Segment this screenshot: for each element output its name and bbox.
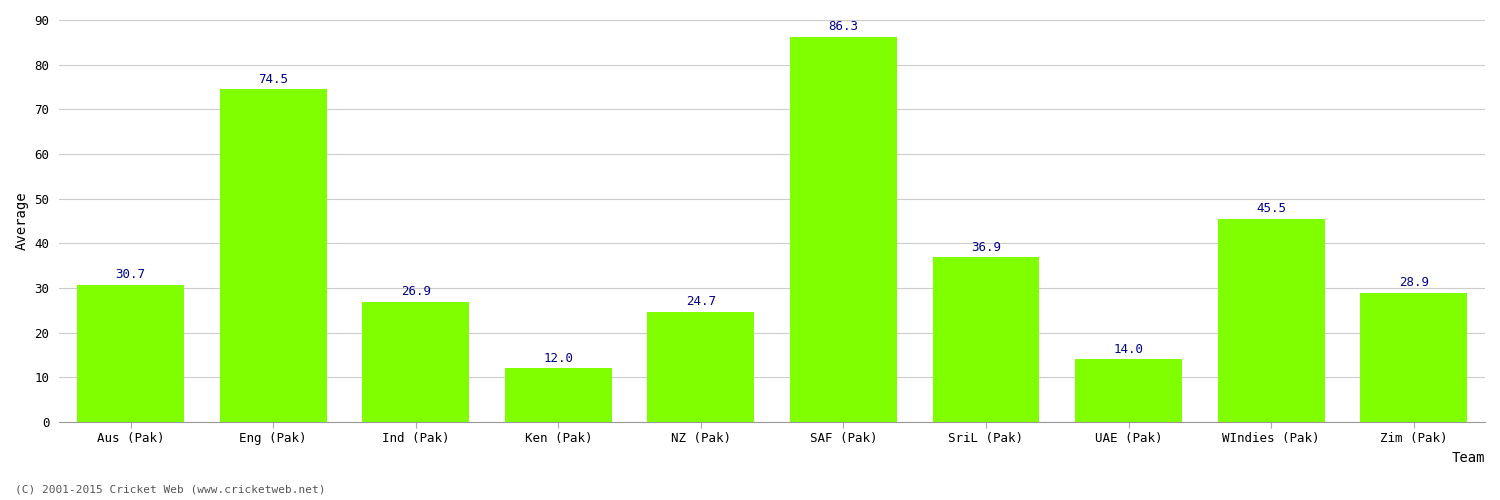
Text: 36.9: 36.9 <box>970 240 1000 254</box>
Text: 24.7: 24.7 <box>686 295 716 308</box>
Y-axis label: Average: Average <box>15 192 28 250</box>
Bar <box>219 89 327 422</box>
Bar <box>1218 219 1324 422</box>
Bar <box>362 302 470 422</box>
Bar <box>933 257 1040 422</box>
Bar <box>648 312 754 422</box>
Text: 14.0: 14.0 <box>1113 343 1143 356</box>
Text: 86.3: 86.3 <box>828 20 858 33</box>
Text: (C) 2001-2015 Cricket Web (www.cricketweb.net): (C) 2001-2015 Cricket Web (www.cricketwe… <box>15 485 326 495</box>
Bar <box>790 36 897 422</box>
Text: 30.7: 30.7 <box>116 268 146 281</box>
Bar <box>1360 293 1467 422</box>
Bar <box>506 368 612 422</box>
Text: 74.5: 74.5 <box>258 72 288 86</box>
X-axis label: Team: Team <box>1452 451 1485 465</box>
Bar <box>76 285 184 422</box>
Text: 12.0: 12.0 <box>543 352 573 365</box>
Text: 28.9: 28.9 <box>1398 276 1428 289</box>
Text: 26.9: 26.9 <box>400 286 430 298</box>
Bar <box>1076 360 1182 422</box>
Text: 45.5: 45.5 <box>1256 202 1286 215</box>
